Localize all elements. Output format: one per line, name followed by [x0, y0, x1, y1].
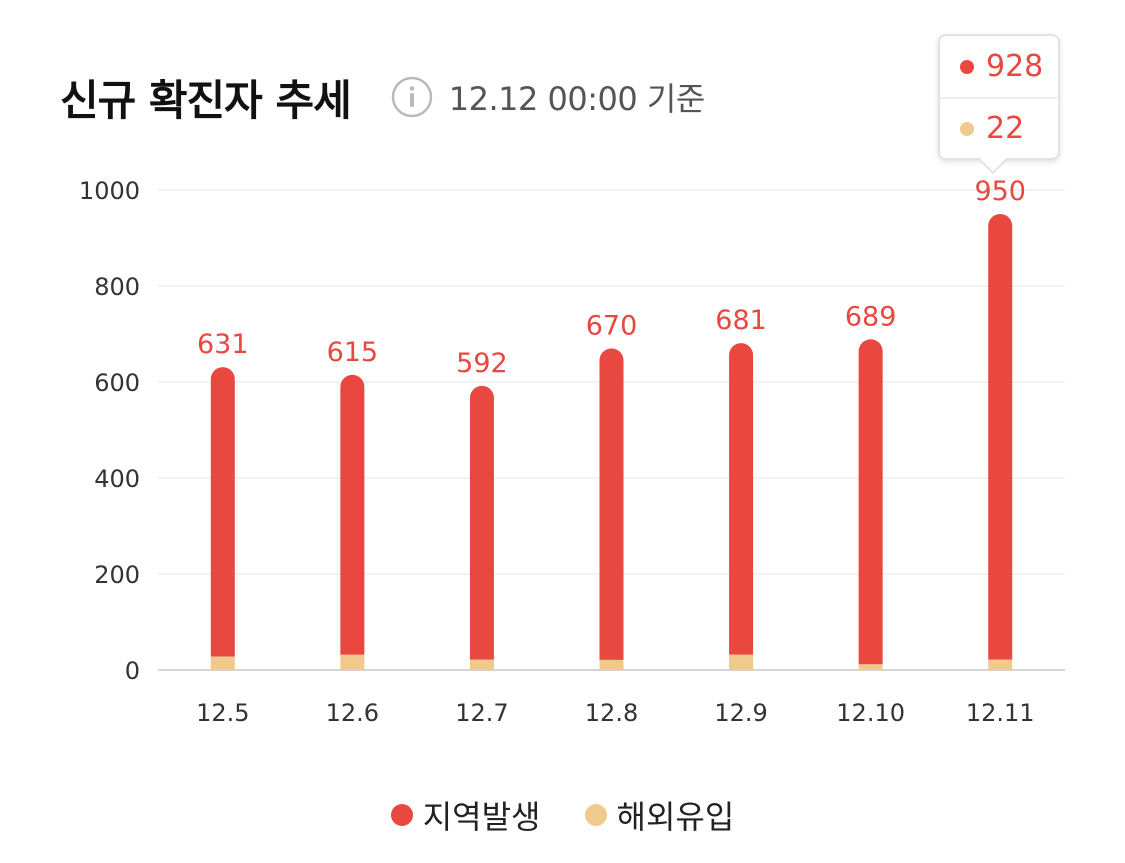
- x-tick-label: 12.5: [196, 699, 249, 727]
- bar-local: [599, 348, 624, 660]
- bar-overseas: [340, 654, 365, 670]
- data-label-total: 689: [845, 301, 897, 332]
- bar-local: [340, 374, 365, 655]
- y-tick-label: 1000: [79, 177, 140, 205]
- tooltip-overseas-dot: [960, 121, 974, 136]
- legend-overseas-label: 해외유입: [616, 798, 735, 836]
- tooltip-local-value: 928: [986, 49, 1044, 84]
- bar-overseas: [729, 654, 754, 670]
- bar-overseas: [469, 659, 494, 670]
- info-circle-icon[interactable]: [391, 76, 433, 118]
- legend-item-overseas[interactable]: 해외유입: [584, 792, 735, 838]
- tooltip-row-overseas: 22: [940, 97, 1058, 158]
- data-label-total: 681: [715, 305, 767, 336]
- y-tick-label: 600: [94, 369, 140, 397]
- base-time-text: 12.12 00:00 기준: [448, 80, 706, 118]
- y-tick-label: 200: [94, 561, 140, 589]
- y-tick-label: 800: [94, 273, 140, 301]
- bar-local: [858, 339, 883, 665]
- tooltip-row-local: 928: [940, 36, 1058, 97]
- x-tick-label: 12.11: [966, 699, 1035, 727]
- bar-local: [988, 214, 1013, 660]
- legend-local-label: 지역발생: [422, 798, 541, 836]
- legend: 지역발생 해외유입: [0, 790, 1125, 840]
- bar-local: [469, 385, 494, 660]
- data-label-total: 670: [586, 310, 638, 341]
- data-label-total: 950: [974, 176, 1026, 207]
- bar-overseas: [988, 659, 1013, 670]
- x-tick-label: 12.9: [714, 699, 767, 727]
- x-tick-label: 12.10: [836, 699, 905, 727]
- bar-chart: 0 200 400 600 800 1000 631 12.5 615 12.6 592 12.7 67…: [79, 176, 1065, 727]
- y-tick-label: 400: [94, 465, 140, 493]
- chart-header: 신규 확진자 추세 12.12 00:00 기준: [60, 62, 705, 132]
- x-tick-label: 12.7: [455, 699, 508, 727]
- data-label-total: 631: [197, 329, 249, 360]
- chart-title: 신규 확진자 추세: [60, 75, 352, 125]
- tooltip-overseas-value: 22: [986, 111, 1025, 146]
- y-tick-label: 0: [125, 657, 140, 685]
- x-tick-label: 12.6: [326, 699, 379, 727]
- bar-overseas: [599, 659, 624, 670]
- tooltip: 928 22: [938, 34, 1060, 160]
- data-label-total: 592: [456, 348, 508, 379]
- x-tick-label: 12.8: [585, 699, 638, 727]
- legend-local-dot: [390, 804, 413, 826]
- legend-item-local[interactable]: 지역발생: [390, 792, 541, 838]
- data-label-total: 615: [327, 337, 379, 368]
- legend-overseas-dot: [584, 804, 607, 826]
- bar-local: [210, 367, 235, 657]
- bar-overseas: [210, 656, 235, 670]
- bar-local: [729, 343, 754, 655]
- bar-overseas: [858, 664, 883, 670]
- tooltip-local-dot: [960, 59, 974, 74]
